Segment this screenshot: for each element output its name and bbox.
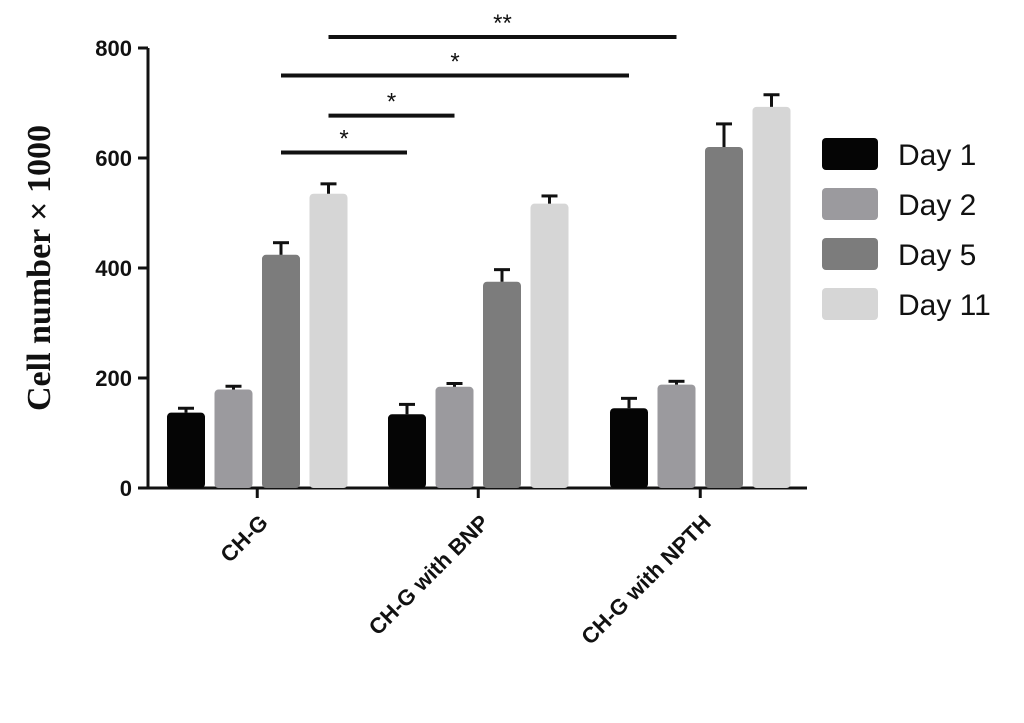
x-tick-label: CH-G with NPTH xyxy=(576,510,716,650)
legend-swatch xyxy=(822,238,878,270)
significance-label: ** xyxy=(493,10,512,37)
bar xyxy=(435,386,474,488)
legend: Day 1 Day 2 Day 5 Day 11 xyxy=(822,138,991,322)
bars xyxy=(167,93,791,488)
significance-label: * xyxy=(450,49,459,76)
axes: 0 200 400 600 800 CH-G CH-G with BNP CH-G with … xyxy=(95,36,807,649)
legend-swatch xyxy=(822,138,878,170)
significance-label: * xyxy=(387,89,396,116)
bar xyxy=(309,193,348,488)
y-tick-label: 800 xyxy=(95,36,132,61)
bar xyxy=(610,408,648,488)
y-axis-label: Cell number × 1000 xyxy=(21,125,58,411)
significance-label: * xyxy=(339,126,348,153)
bar xyxy=(262,254,300,488)
legend-swatch xyxy=(822,188,878,220)
legend-label: Day 1 xyxy=(898,139,976,172)
y-tick-label: 200 xyxy=(95,366,132,391)
x-tick-label: CH-G xyxy=(215,510,272,567)
legend-label: Day 11 xyxy=(898,289,991,322)
bar xyxy=(483,281,521,488)
legend-swatch xyxy=(822,288,878,320)
y-tick-label: 600 xyxy=(95,146,132,171)
bar xyxy=(705,147,743,488)
bar xyxy=(530,203,569,488)
y-tick-label: 400 xyxy=(95,256,132,281)
x-tick-label: CH-G with BNP xyxy=(364,510,494,640)
bar xyxy=(167,412,205,488)
bar xyxy=(657,384,696,488)
bar xyxy=(214,389,253,488)
y-tick-label: 0 xyxy=(120,476,132,501)
bar xyxy=(752,106,791,488)
legend-label: Day 2 xyxy=(898,189,976,222)
bar xyxy=(388,414,426,488)
significance-brackets: ***** xyxy=(281,10,677,155)
legend-label: Day 5 xyxy=(898,239,976,272)
